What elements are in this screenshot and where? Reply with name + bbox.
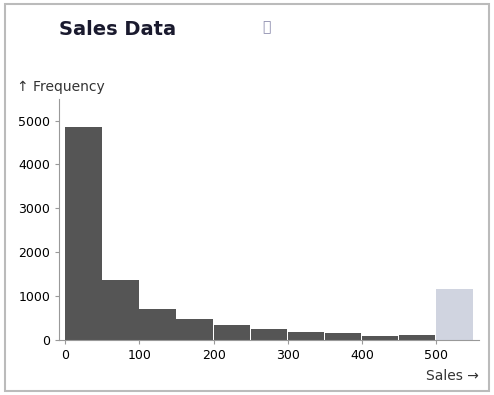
Bar (399, 335, 435, 340)
Bar (362, 335, 398, 340)
Text: ⓘ: ⓘ (262, 20, 270, 34)
Bar (176, 319, 213, 340)
Bar (288, 331, 324, 340)
Bar (213, 325, 250, 340)
Text: ↑ Frequency: ↑ Frequency (17, 80, 105, 94)
Bar (102, 280, 139, 340)
Bar (250, 329, 287, 340)
Text: Sales →: Sales → (426, 369, 479, 383)
Bar (436, 289, 472, 340)
Bar (325, 333, 361, 340)
Bar (139, 308, 176, 340)
Bar (65, 127, 102, 340)
Text: Sales Data: Sales Data (59, 20, 176, 39)
